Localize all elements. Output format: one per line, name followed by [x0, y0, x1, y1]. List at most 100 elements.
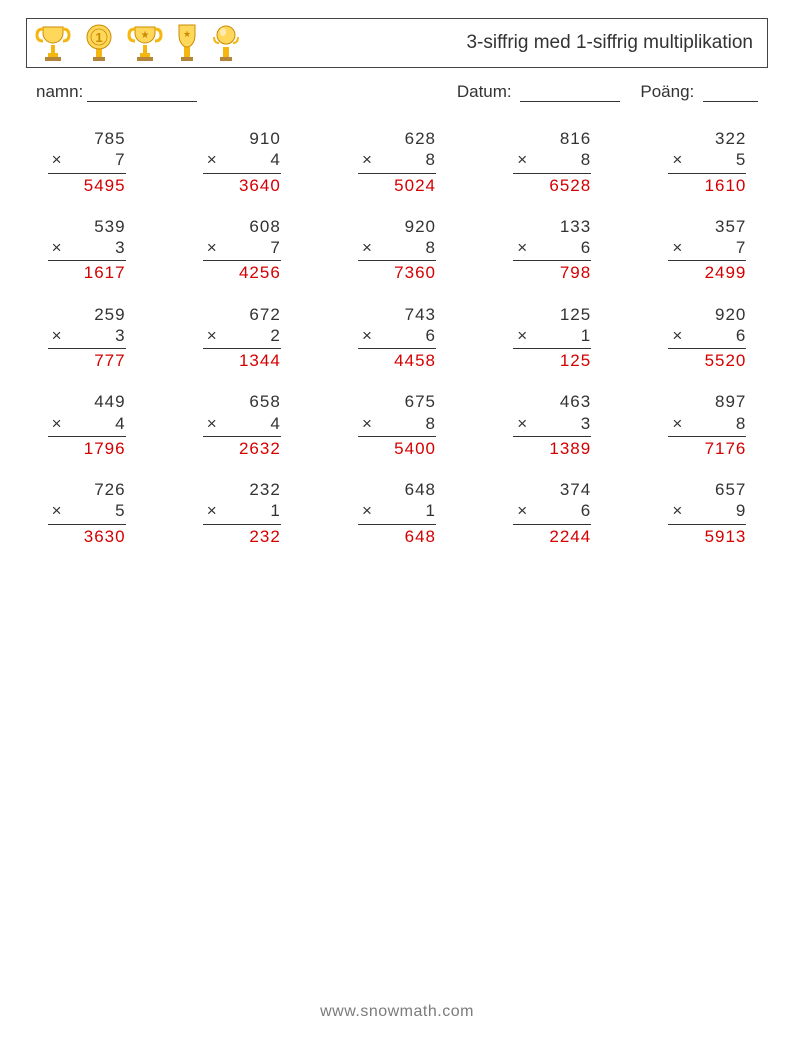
multiplicand: 608	[203, 216, 281, 237]
answer: 798	[513, 262, 591, 283]
times-sign: ×	[362, 149, 372, 170]
problem: 920×87360	[358, 216, 436, 284]
rule-line	[48, 173, 126, 174]
trophy-tall-icon: ★	[173, 23, 201, 63]
problem: 675×85400	[358, 391, 436, 459]
rule-line	[48, 260, 126, 261]
multiplier-row: ×3	[48, 325, 126, 346]
times-sign: ×	[52, 149, 62, 170]
rule-line	[513, 436, 591, 437]
answer: 2499	[668, 262, 746, 283]
answer: 3640	[203, 175, 281, 196]
multiplier: 3	[581, 413, 591, 434]
times-sign: ×	[672, 149, 682, 170]
multiplier-row: ×1	[358, 500, 436, 521]
rule-line	[358, 173, 436, 174]
problem: 232×1232	[203, 479, 281, 547]
multiplier-row: ×5	[48, 500, 126, 521]
times-sign: ×	[672, 325, 682, 346]
multiplier-row: ×7	[203, 237, 281, 258]
multiplicand: 125	[513, 304, 591, 325]
multiplier-row: ×6	[668, 325, 746, 346]
header-box: 1 ★ ★	[26, 18, 768, 68]
rule-line	[48, 436, 126, 437]
multiplier-row: ×4	[203, 413, 281, 434]
problem: 374×62244	[513, 479, 591, 547]
answer: 3630	[48, 526, 126, 547]
multiplier-row: ×9	[668, 500, 746, 521]
problem: 897×87176	[668, 391, 746, 459]
rule-line	[48, 524, 126, 525]
multiplier-row: ×8	[358, 413, 436, 434]
times-sign: ×	[52, 413, 62, 434]
footer-prefix: www.	[320, 1003, 360, 1020]
svg-text:★: ★	[141, 30, 150, 41]
rule-line	[203, 260, 281, 261]
rule-line	[48, 348, 126, 349]
multiplicand: 816	[513, 128, 591, 149]
problems-grid: 785×75495910×43640628×85024816×86528322×…	[26, 128, 768, 547]
rule-line	[513, 173, 591, 174]
multiplicand: 259	[48, 304, 126, 325]
multiplier: 8	[426, 149, 436, 170]
multiplicand: 374	[513, 479, 591, 500]
answer: 5495	[48, 175, 126, 196]
multiplier-row: ×1	[203, 500, 281, 521]
problem: 743×64458	[358, 304, 436, 372]
svg-text:1: 1	[95, 30, 102, 45]
trophy-row: 1 ★ ★	[35, 23, 241, 63]
page-container: 1 ★ ★	[0, 0, 794, 547]
answer: 232	[203, 526, 281, 547]
multiplier-row: ×4	[203, 149, 281, 170]
rule-line	[668, 348, 746, 349]
multiplicand: 897	[668, 391, 746, 412]
problem: 322×5 1610	[668, 128, 746, 196]
footer-math: math	[400, 1003, 438, 1020]
multiplier: 2	[270, 325, 280, 346]
multiplier: 6	[736, 325, 746, 346]
multiplicand: 628	[358, 128, 436, 149]
multiplicand: 648	[358, 479, 436, 500]
problem: 449×41796	[48, 391, 126, 459]
multiplier: 4	[270, 413, 280, 434]
answer: 648	[358, 526, 436, 547]
multiplier: 7	[270, 237, 280, 258]
times-sign: ×	[362, 325, 372, 346]
problem: 608×74256	[203, 216, 281, 284]
multiplier-row: ×4	[48, 413, 126, 434]
multiplier: 6	[426, 325, 436, 346]
multiplier-row: ×5	[668, 149, 746, 170]
multiplicand: 322	[668, 128, 746, 149]
medal-icon: 1	[81, 23, 117, 63]
multiplier: 1	[426, 500, 436, 521]
times-sign: ×	[672, 413, 682, 434]
rule-line	[668, 260, 746, 261]
answer: 5520	[668, 350, 746, 371]
answer: 2244	[513, 526, 591, 547]
multiplicand: 920	[668, 304, 746, 325]
times-sign: ×	[207, 237, 217, 258]
rule-line	[668, 524, 746, 525]
footer: www.snowmath.com	[0, 1003, 794, 1021]
trophy-star-icon: ★	[127, 23, 163, 63]
multiplicand: 133	[513, 216, 591, 237]
times-sign: ×	[517, 237, 527, 258]
blank-name	[87, 83, 197, 102]
multiplicand: 672	[203, 304, 281, 325]
footer-snow: snow	[360, 1003, 399, 1020]
times-sign: ×	[207, 500, 217, 521]
blank-date	[520, 83, 620, 102]
rule-line	[203, 173, 281, 174]
answer: 1610	[668, 175, 746, 196]
answer: 125	[513, 350, 591, 371]
rule-line	[203, 436, 281, 437]
blank-score	[703, 83, 758, 102]
answer: 1344	[203, 350, 281, 371]
meta-date: Datum:	[457, 82, 621, 102]
svg-text:★: ★	[183, 29, 191, 39]
meta-row: namn: Datum: Poäng:	[36, 82, 758, 102]
times-sign: ×	[207, 149, 217, 170]
problem: 357×72499	[668, 216, 746, 284]
multiplier: 7	[736, 237, 746, 258]
multiplier-row: ×2	[203, 325, 281, 346]
